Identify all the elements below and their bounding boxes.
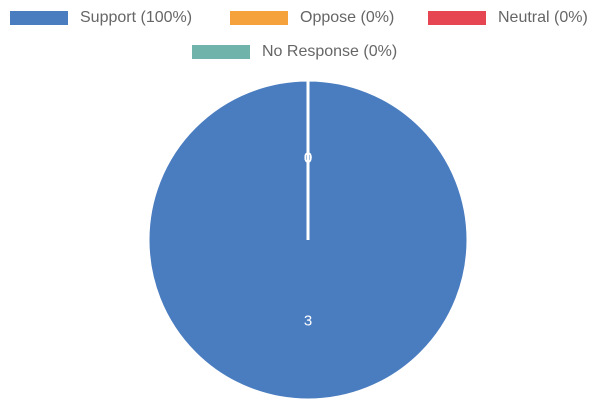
slice-label: 3 [304,313,312,330]
legend-swatch [230,11,288,25]
legend-label: Oppose (0%) [300,9,394,26]
legend-label: Support (100%) [80,9,192,26]
legend-swatch [192,45,250,59]
legend-label: Neutral (0%) [498,9,588,26]
slice-label: 0 [304,149,312,166]
slice-label: 0 [304,149,312,166]
legend-label: No Response (0%) [262,43,397,60]
slice-label: 0 [304,149,312,166]
legend-swatch [10,11,68,25]
legend-swatch [428,11,486,25]
